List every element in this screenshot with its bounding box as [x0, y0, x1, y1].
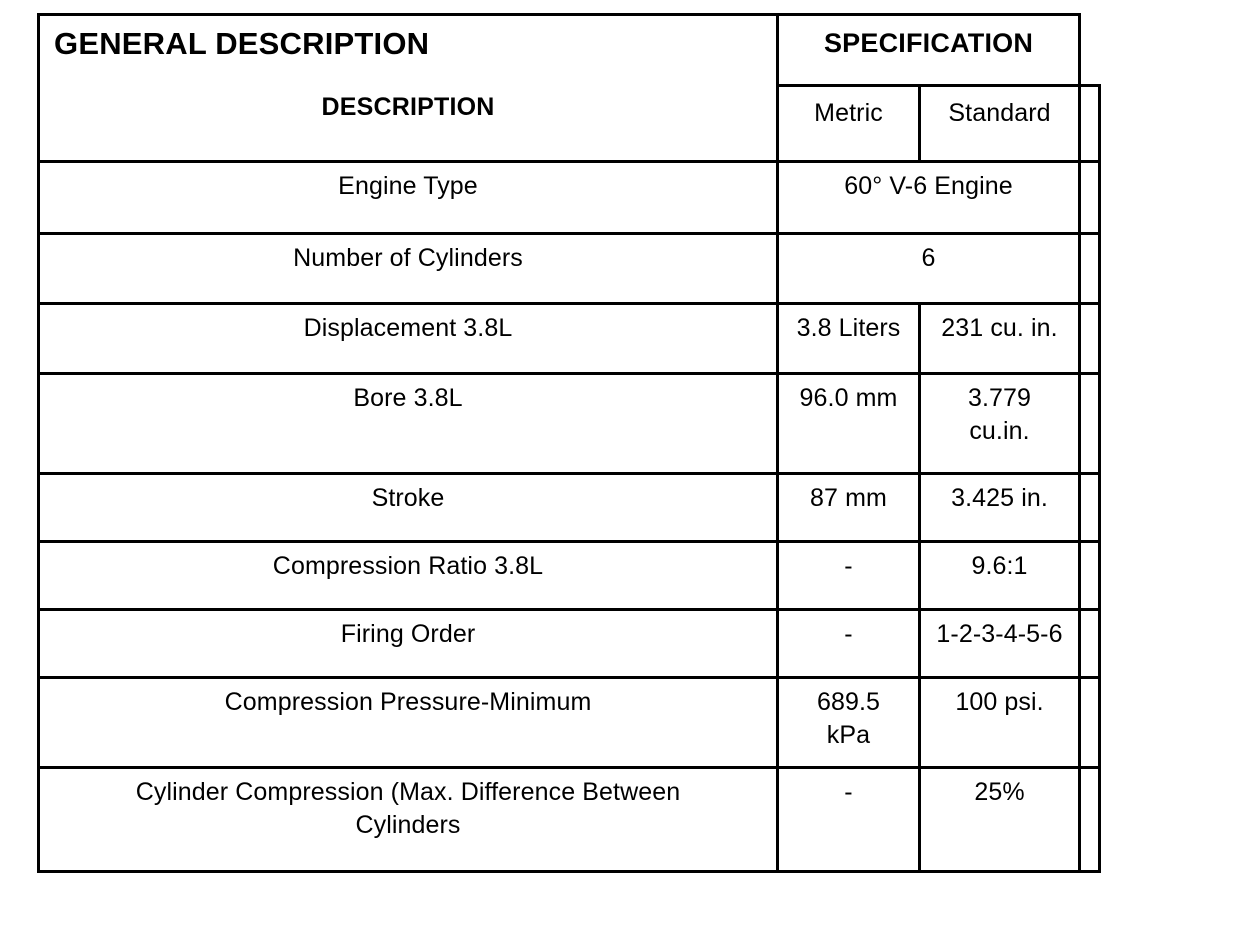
extra-narrow-cell [1078, 372, 1102, 475]
row-description-label: Stroke [371, 484, 445, 512]
table-row: Cylinder Compression (Max. Difference Be… [37, 766, 1102, 873]
row-description-cell: Number of Cylinders [37, 232, 779, 305]
row-standard-value: 9.6:1 [971, 552, 1028, 580]
row-metric-value: - [844, 620, 853, 648]
row-merged-value: 6 [921, 244, 936, 272]
standard-column-header-cell: Standard [917, 84, 1082, 163]
engine-specification-table: GENERAL DESCRIPTION DESCRIPTION SPECIFIC… [37, 13, 1102, 873]
row-description-cell: Compression Pressure-Minimum [37, 676, 779, 769]
row-description-label: Cylinder Compression (Max. Difference Be… [135, 778, 681, 840]
row-metric-value: 689.5 kPa [816, 688, 881, 750]
extra-narrow-cell [1078, 302, 1102, 375]
row-description-cell: Engine Type [37, 160, 779, 235]
row-standard-cell: 3.779 cu.in. [917, 372, 1082, 475]
table-row: Number of Cylinders 6 [37, 232, 1102, 305]
table-row: Bore 3.8L 96.0 mm 3.779 cu.in. [37, 372, 1102, 475]
row-merged-value-cell: 6 [775, 232, 1082, 305]
table-row: Compression Pressure-Minimum 689.5 kPa 1… [37, 676, 1102, 769]
row-standard-value: 1-2-3-4-5-6 [936, 620, 1063, 648]
row-description-label: Firing Order [340, 620, 476, 648]
row-standard-cell: 25% [917, 766, 1082, 873]
extra-narrow-cell [1078, 676, 1102, 769]
table-row: Stroke 87 mm 3.425 in. [37, 472, 1102, 543]
specification-header-cell: SPECIFICATION [775, 13, 1082, 87]
extra-narrow-cell [1078, 160, 1102, 235]
row-description-cell: Displacement 3.8L [37, 302, 779, 375]
table-row: Compression Ratio 3.8L - 9.6:1 [37, 540, 1102, 611]
row-metric-cell: - [776, 608, 921, 679]
standard-column-header: Standard [948, 99, 1051, 127]
row-merged-value-cell: 60° V-6 Engine [775, 160, 1082, 235]
table-header-row-primary: GENERAL DESCRIPTION DESCRIPTION SPECIFIC… [37, 13, 1100, 163]
row-description-label: Compression Ratio 3.8L [272, 552, 544, 580]
extra-narrow-cell [1078, 540, 1102, 611]
row-description-cell: Bore 3.8L [37, 372, 779, 475]
row-description-label: Displacement 3.8L [303, 314, 513, 342]
row-metric-cell: 3.8 Liters [776, 302, 921, 375]
extra-narrow-cell [1078, 472, 1102, 543]
row-merged-value: 60° V-6 Engine [844, 172, 1013, 200]
row-standard-cell: 9.6:1 [917, 540, 1082, 611]
row-metric-value: - [844, 552, 853, 580]
row-standard-value: 231 cu. in. [941, 314, 1058, 342]
row-description-label: Bore 3.8L [353, 384, 463, 412]
row-metric-cell: - [776, 766, 921, 873]
row-metric-value: 96.0 mm [799, 384, 898, 412]
table-row: Displacement 3.8L 3.8 Liters 231 cu. in. [37, 302, 1102, 375]
row-description-label: Compression Pressure-Minimum [224, 688, 592, 716]
row-metric-value: - [844, 778, 853, 806]
row-metric-value: 3.8 Liters [796, 314, 901, 342]
row-metric-cell: 96.0 mm [776, 372, 921, 475]
specification-header-label: SPECIFICATION [823, 28, 1034, 58]
extra-narrow-cell [1078, 84, 1102, 163]
description-column-header: DESCRIPTION [321, 93, 495, 121]
row-description-cell: Firing Order [37, 608, 779, 679]
row-standard-value: 100 psi. [955, 688, 1044, 716]
table-row: Engine Type 60° V-6 Engine [37, 160, 1102, 235]
row-standard-cell: 100 psi. [917, 676, 1082, 769]
row-description-cell: Compression Ratio 3.8L [37, 540, 779, 611]
row-standard-cell: 3.425 in. [917, 472, 1082, 543]
row-description-cell: Cylinder Compression (Max. Difference Be… [37, 766, 779, 873]
table-header-row-units: Metric Standard [39, 84, 1102, 163]
table-row: Firing Order - 1-2-3-4-5-6 [37, 608, 1102, 679]
row-metric-value: 87 mm [810, 484, 887, 512]
extra-narrow-cell [1078, 232, 1102, 305]
extra-narrow-cell [1078, 766, 1102, 873]
metric-column-header: Metric [814, 99, 883, 127]
general-description-header-cell: GENERAL DESCRIPTION DESCRIPTION [37, 13, 779, 163]
row-standard-value: 3.425 in. [951, 484, 1048, 512]
extra-narrow-cell [1078, 608, 1102, 679]
row-standard-cell: 231 cu. in. [917, 302, 1082, 375]
row-description-label: Number of Cylinders [293, 244, 523, 272]
row-metric-cell: 689.5 kPa [776, 676, 921, 769]
row-description-cell: Stroke [37, 472, 779, 543]
row-standard-value: 3.779 cu.in. [967, 384, 1032, 446]
header-spacer-cell [1079, 14, 1100, 86]
row-description-label: Engine Type [338, 172, 478, 200]
metric-column-header-cell: Metric [776, 84, 921, 163]
row-metric-cell: 87 mm [776, 472, 921, 543]
row-standard-cell: 1-2-3-4-5-6 [917, 608, 1082, 679]
general-description-title: GENERAL DESCRIPTION [54, 26, 430, 61]
row-standard-value: 25% [974, 778, 1025, 806]
row-metric-cell: - [776, 540, 921, 611]
